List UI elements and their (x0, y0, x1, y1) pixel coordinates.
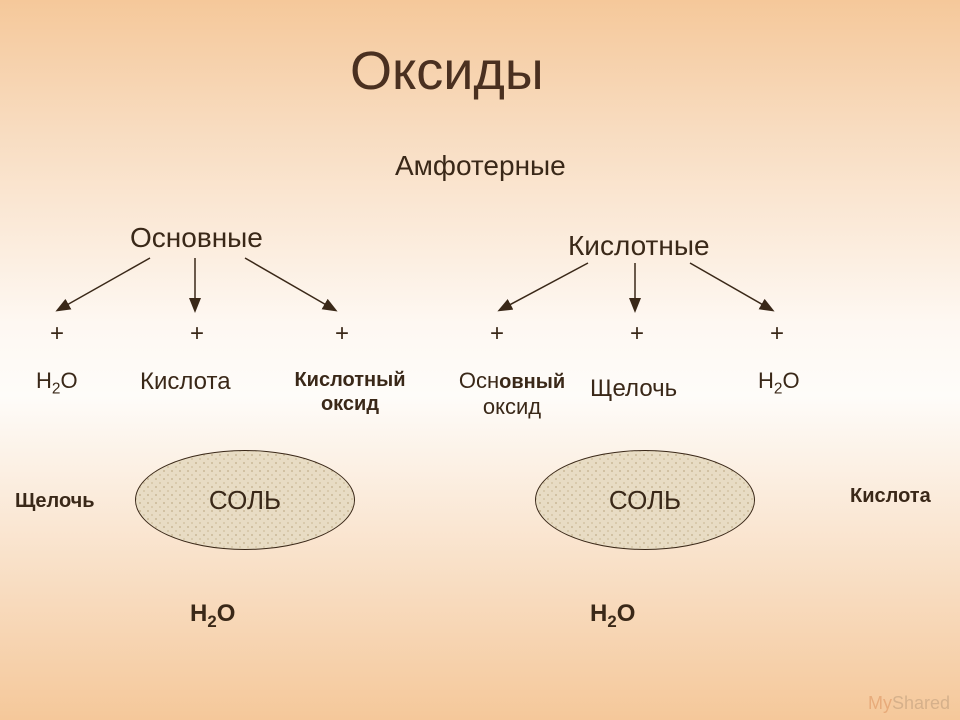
right-branch-2: Щелочь (590, 375, 677, 403)
plus-r1: + (490, 320, 504, 348)
right-bottom: H2O (590, 600, 635, 632)
left-branch-1: H2O (36, 368, 78, 398)
right-side: Кислота (850, 485, 931, 508)
left-side: Щелочь (15, 490, 95, 513)
right-branch-3: H2O (758, 368, 800, 398)
left-branch-2: Кислота (140, 368, 231, 396)
left-branch-3: Кислотныйоксид (280, 368, 420, 416)
plus-l3: + (335, 320, 349, 348)
arrow-layer (0, 0, 960, 720)
left-bottom: H2O (190, 600, 235, 632)
watermark: MyShared (868, 693, 950, 714)
plus-l2: + (190, 320, 204, 348)
left-salt: СОЛЬ (135, 450, 355, 550)
plus-r3: + (770, 320, 784, 348)
plus-r2: + (630, 320, 644, 348)
plus-l1: + (50, 320, 64, 348)
right-salt: СОЛЬ (535, 450, 755, 550)
right-branch-1: Основныйоксид (442, 368, 582, 421)
